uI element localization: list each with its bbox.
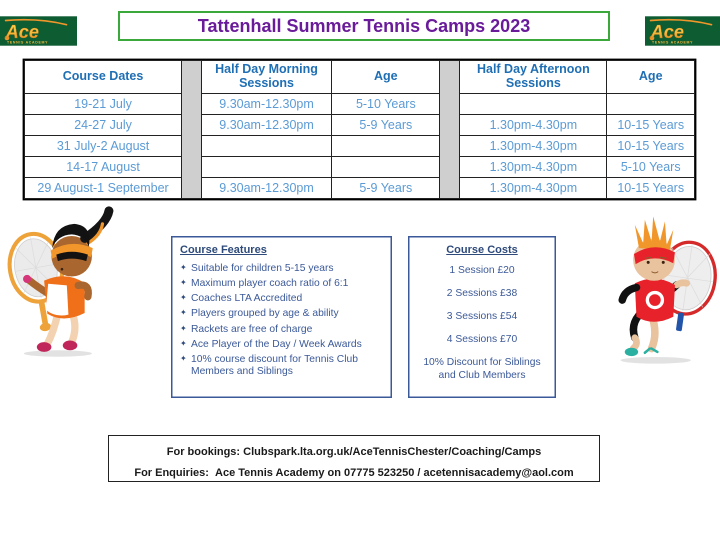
svg-text:TENNIS ACADEMY: TENNIS ACADEMY bbox=[7, 41, 48, 45]
svg-text:TENNIS ACADEMY: TENNIS ACADEMY bbox=[652, 41, 693, 45]
svg-text:Ace: Ace bbox=[650, 22, 684, 42]
svg-text:Ace: Ace bbox=[5, 22, 39, 42]
